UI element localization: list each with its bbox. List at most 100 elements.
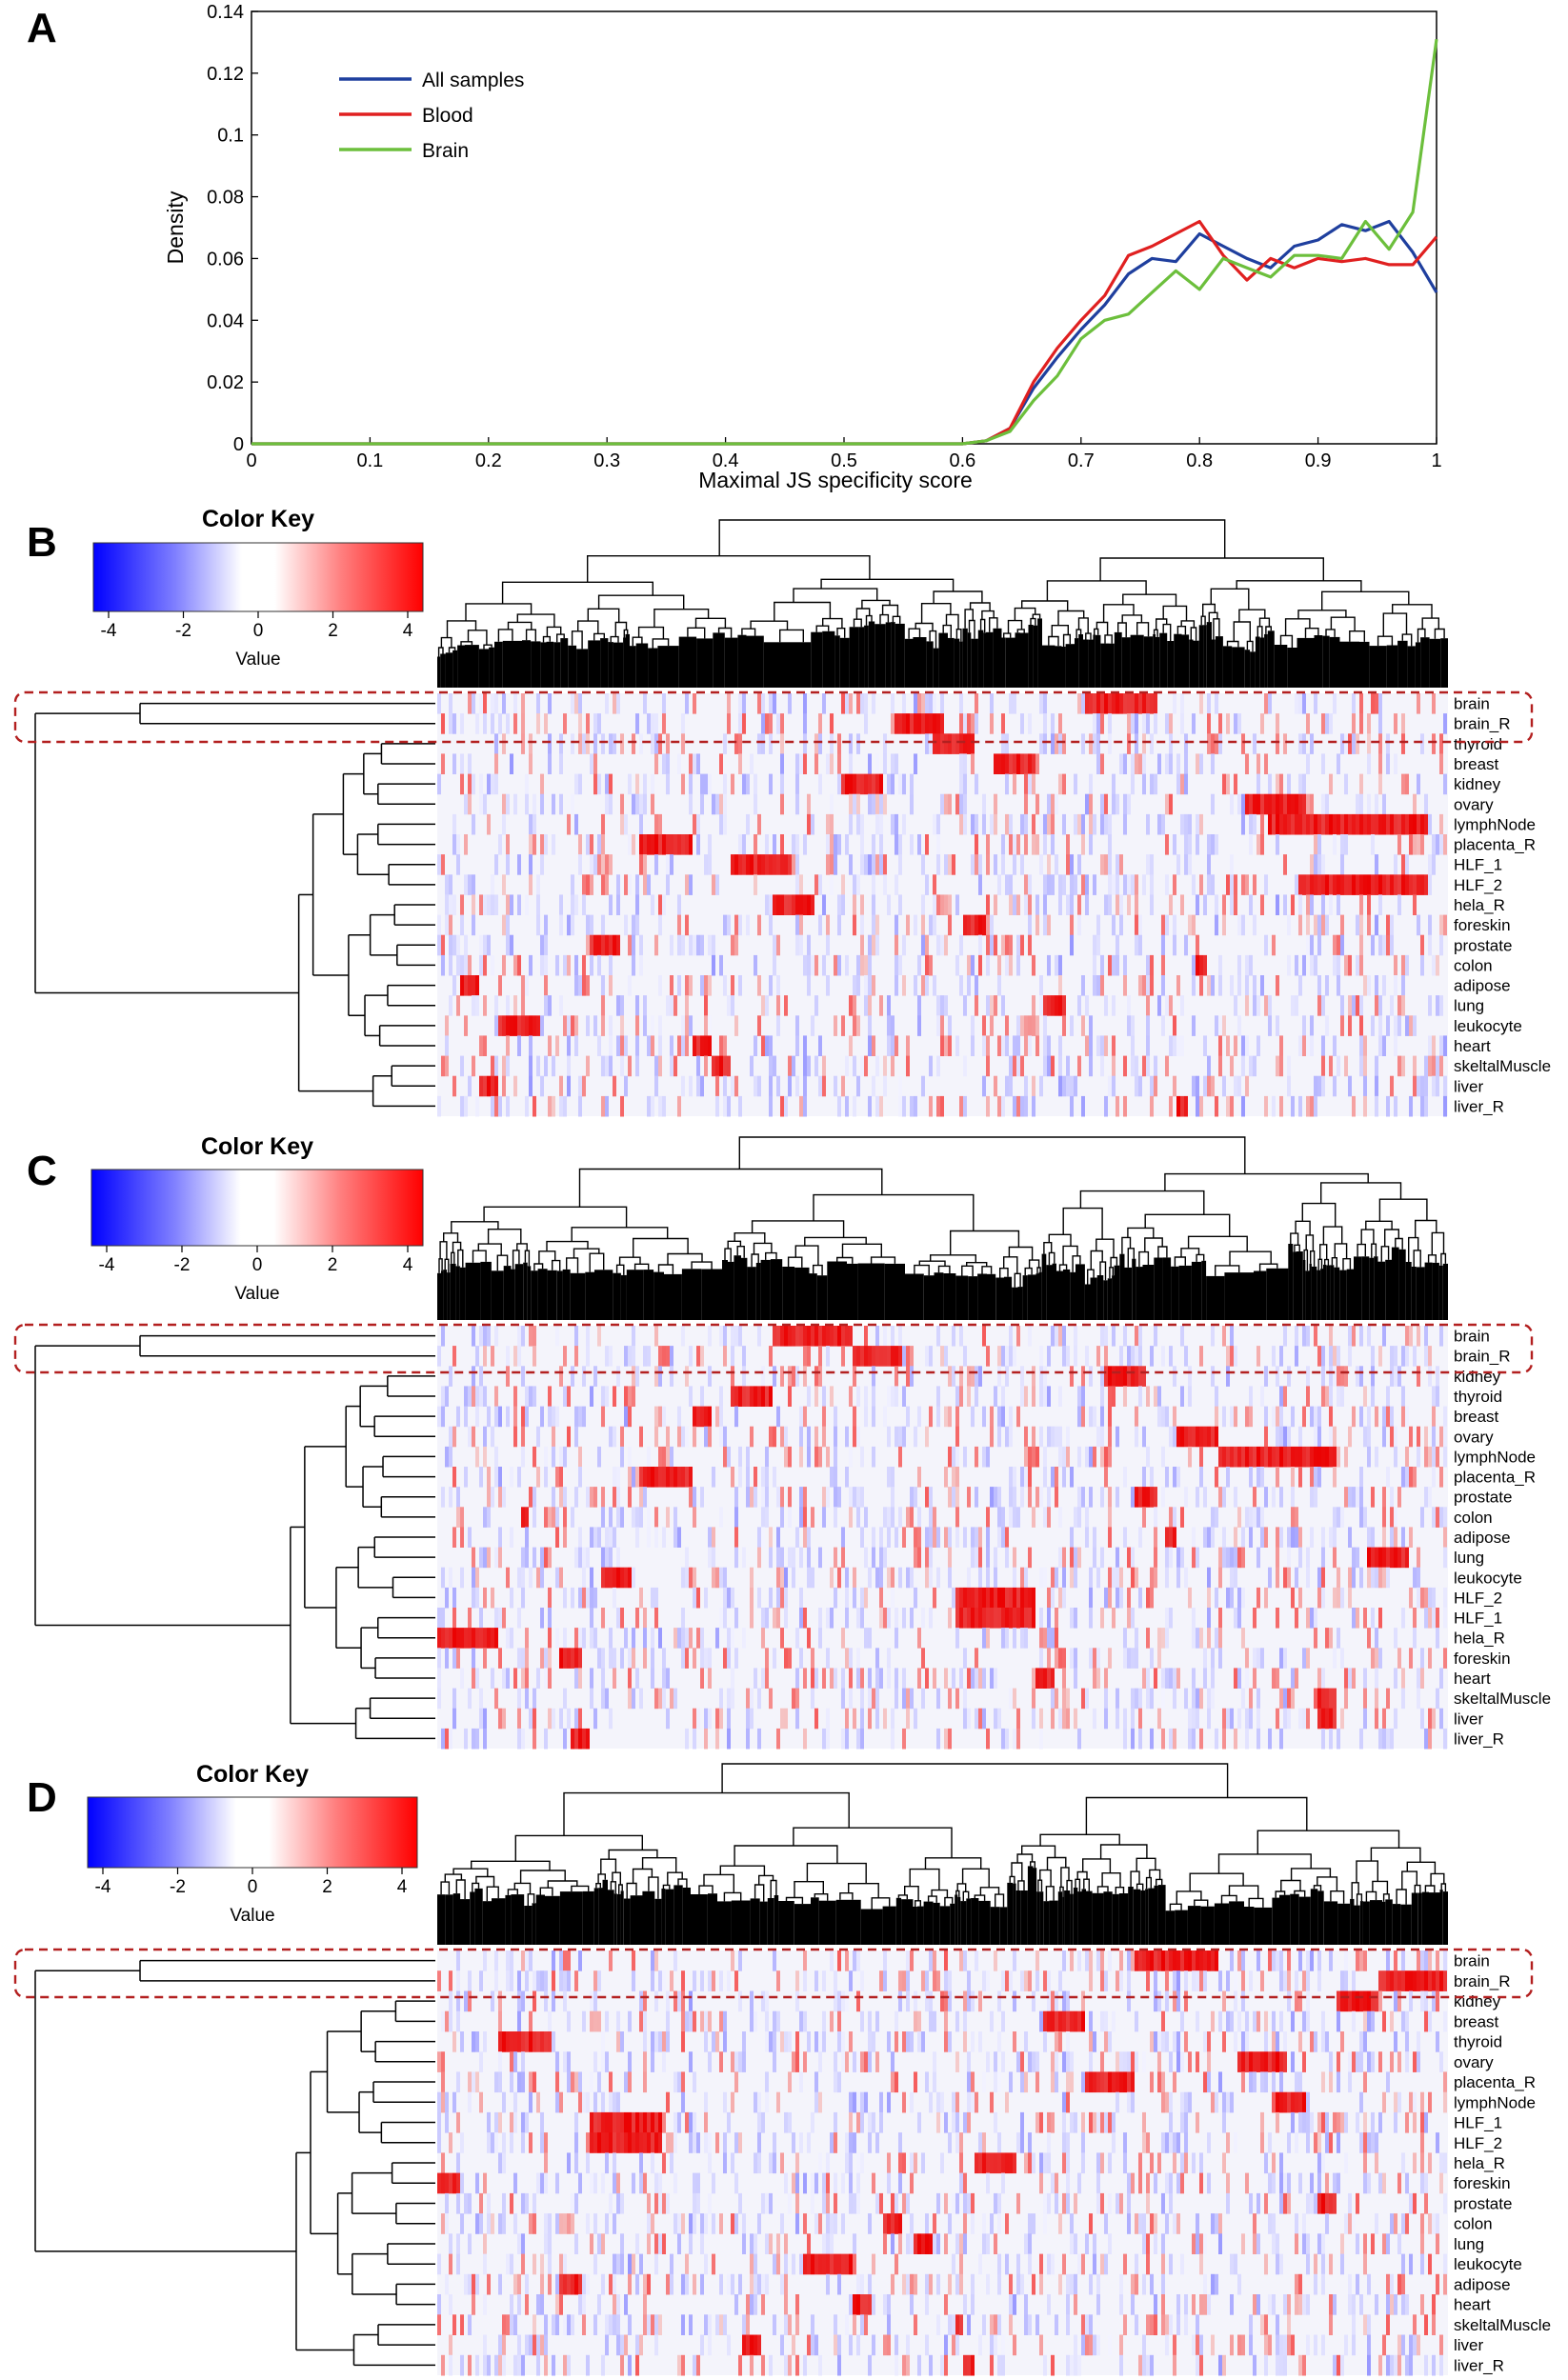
heatmap-cell	[929, 1608, 933, 1629]
dendrogram-branch	[1180, 1248, 1200, 1257]
dendrogram-branch	[538, 1250, 556, 1264]
heatmap-cell	[506, 995, 510, 1016]
heatmap-cell	[1089, 1608, 1093, 1629]
heatmap-cell	[1428, 1035, 1432, 1056]
heatmap-cell	[590, 1487, 593, 1508]
heatmap-cell	[487, 934, 491, 956]
heatmap-cell	[1428, 1608, 1432, 1629]
heatmap-cell	[510, 753, 513, 774]
heatmap-cell	[1055, 1487, 1058, 1508]
heatmap-cell	[662, 1688, 666, 1710]
heatmap-cell	[460, 1507, 464, 1528]
heatmap-cell	[723, 1648, 727, 1669]
heatmap-cell	[1184, 753, 1188, 774]
heatmap-cell	[1352, 874, 1356, 895]
dendrogram-branch	[457, 1249, 464, 1268]
heatmap-cell	[1256, 793, 1260, 815]
heatmap-cell	[1409, 1587, 1413, 1609]
heatmap-cell	[1279, 1095, 1283, 1117]
heatmap-cell	[445, 1648, 449, 1669]
heatmap-cell	[449, 1487, 452, 1508]
heatmap-cell	[757, 1075, 761, 1097]
heatmap-cell	[814, 1970, 818, 1991]
heatmap-cell	[574, 1970, 578, 1991]
heatmap-cell	[635, 1527, 639, 1548]
heatmap-cell	[1009, 834, 1013, 855]
heatmap-cell	[658, 894, 662, 915]
heatmap-cell	[590, 1587, 593, 1609]
heatmap-cell	[944, 1527, 948, 1548]
heatmap-cell	[1428, 1346, 1432, 1367]
heatmap-cell	[441, 1608, 445, 1629]
heatmap-cell	[1142, 1426, 1146, 1448]
heatmap-cell	[1401, 1055, 1405, 1077]
heatmap-cell	[1276, 1527, 1279, 1548]
heatmap-cell	[1043, 894, 1047, 915]
heatmap-cell	[521, 1326, 525, 1347]
heatmap-cell	[460, 1567, 464, 1589]
dendrogram-leaf-cluster	[1330, 1265, 1335, 1320]
heatmap-cell	[879, 793, 883, 815]
heatmap-cell	[929, 693, 933, 714]
heatmap-cell	[1337, 1628, 1340, 1649]
dendrogram-leaf-cluster	[954, 638, 960, 688]
heatmap-cell	[1028, 713, 1032, 734]
dendrogram-branch	[632, 636, 643, 647]
heatmap-cell	[628, 1446, 632, 1468]
heatmap-cell	[475, 1587, 479, 1609]
heatmap-cell	[773, 1950, 776, 1971]
heatmap-cell	[1298, 1527, 1302, 1548]
heatmap-cell	[1283, 733, 1287, 754]
heatmap-cell	[601, 813, 605, 835]
heatmap-cell	[936, 1728, 940, 1750]
heatmap-cell	[773, 1648, 776, 1669]
heatmap-cell	[1001, 753, 1005, 774]
heatmap-cell	[1249, 1406, 1253, 1428]
heatmap-cell	[959, 813, 963, 835]
heatmap-cell	[856, 693, 860, 714]
heatmap-row-brain_R	[437, 1970, 1447, 1991]
heatmap-cell	[666, 834, 670, 855]
heatmap-cell	[1176, 1547, 1180, 1569]
heatmap-cell	[616, 894, 620, 915]
dendrogram-branch	[1215, 1265, 1240, 1276]
heatmap-row-lymphNode	[452, 813, 1443, 835]
heatmap-cell	[727, 1648, 731, 1669]
heatmap-cell	[1192, 1688, 1196, 1710]
dendrogram-branch	[1320, 1182, 1402, 1204]
heatmap-cell	[1348, 1075, 1352, 1097]
heatmap-cell	[1135, 1366, 1138, 1387]
heatmap-cell	[1100, 753, 1104, 774]
heatmap-cell	[723, 914, 727, 936]
heatmap-cell	[624, 914, 628, 936]
heatmap-cell	[1348, 1487, 1352, 1508]
heatmap-cell	[830, 793, 834, 815]
heatmap-cell	[472, 914, 475, 936]
heatmap-cell	[468, 1688, 472, 1710]
heatmap-cell	[1215, 1507, 1218, 1528]
heatmap-cell	[628, 1668, 632, 1689]
heatmap-cell	[1344, 874, 1348, 895]
heatmap-cell	[795, 1035, 799, 1056]
heatmap-cell	[1359, 1406, 1363, 1428]
row-label-skeltalMuscle: skeltalMuscle	[1454, 1690, 1551, 1708]
heatmap-cell	[609, 1015, 613, 1036]
heatmap-cell	[452, 975, 456, 996]
heatmap-cell	[1013, 854, 1016, 875]
heatmap-cell	[1016, 1507, 1020, 1528]
heatmap-cell	[765, 834, 769, 855]
heatmap-cell	[1116, 1487, 1119, 1508]
heatmap-cell	[1039, 975, 1043, 996]
heatmap-cell	[841, 1075, 845, 1097]
heatmap-cell	[654, 753, 658, 774]
heatmap-cell	[1108, 874, 1112, 895]
dendrogram-branch	[1290, 1232, 1299, 1246]
heatmap-cell	[959, 1366, 963, 1387]
heatmap-cell	[929, 1527, 933, 1548]
heatmap-cell	[860, 1446, 864, 1468]
heatmap-cell	[1020, 854, 1024, 875]
heatmap-cell	[1146, 1668, 1150, 1689]
heatmap-cell	[1428, 874, 1432, 895]
dendrogram-branch	[1371, 1243, 1377, 1258]
heatmap-cell	[1329, 874, 1333, 895]
